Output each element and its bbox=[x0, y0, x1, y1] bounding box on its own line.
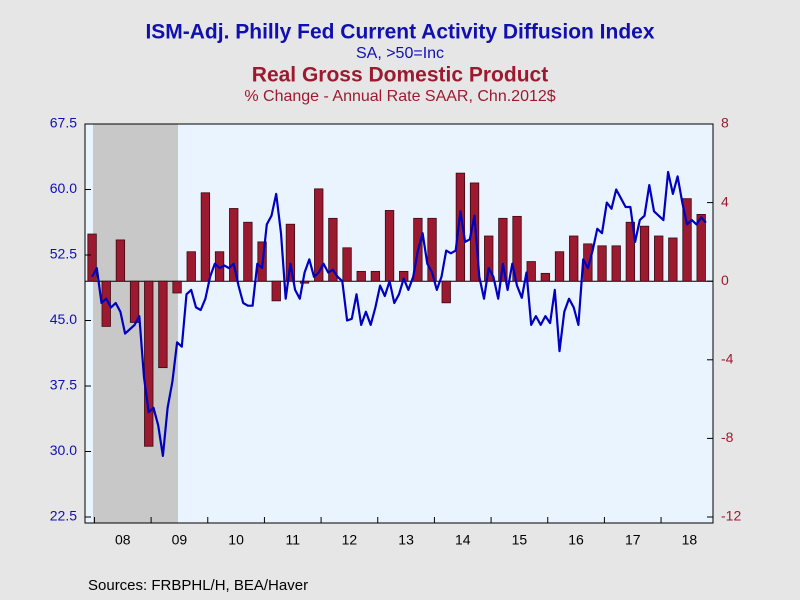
y-tick-label: 37.5 bbox=[50, 377, 77, 393]
y-tick-label: 60.0 bbox=[50, 180, 77, 196]
bar bbox=[229, 208, 239, 282]
y2-tick-label: -4 bbox=[721, 351, 734, 367]
bar bbox=[597, 245, 607, 282]
bar bbox=[427, 217, 437, 282]
marks bbox=[85, 170, 713, 457]
bar bbox=[87, 233, 97, 282]
y2-tick-label: 0 bbox=[721, 272, 729, 288]
bar bbox=[668, 237, 678, 282]
bar bbox=[115, 239, 126, 282]
bar bbox=[299, 280, 310, 284]
bar bbox=[243, 221, 253, 282]
bar bbox=[639, 225, 650, 282]
chart-subtitle: SA, >50=Inc bbox=[356, 45, 444, 62]
chart-title: ISM-Adj. Philly Fed Current Activity Dif… bbox=[145, 21, 654, 44]
y-tick-label: 52.5 bbox=[50, 246, 77, 262]
x-tick-label: 18 bbox=[682, 532, 698, 548]
y2-tick-label: 8 bbox=[721, 115, 729, 131]
bar bbox=[484, 235, 494, 282]
chart-subtitle-2: % Change - Annual Rate SAAR, Chn.2012$ bbox=[244, 88, 555, 105]
y-tick-label: 30.0 bbox=[50, 442, 77, 458]
bar bbox=[314, 188, 324, 282]
plot-area bbox=[85, 124, 713, 523]
bar bbox=[384, 210, 395, 282]
bar bbox=[158, 280, 168, 369]
bar bbox=[540, 272, 551, 282]
y2-tick-label: -8 bbox=[721, 429, 734, 445]
bar bbox=[285, 223, 296, 282]
bar bbox=[625, 221, 636, 282]
y2-tick-label: -12 bbox=[721, 508, 741, 524]
bar bbox=[696, 213, 706, 282]
x-tick-label: 11 bbox=[285, 532, 300, 548]
line bbox=[91, 170, 707, 457]
x-tick-label: 12 bbox=[342, 532, 358, 548]
bar bbox=[370, 270, 381, 282]
x-tick-label: 17 bbox=[625, 532, 641, 548]
x-tick-label: 13 bbox=[398, 532, 414, 548]
bar bbox=[342, 247, 352, 282]
bar bbox=[498, 217, 508, 282]
bar bbox=[682, 198, 692, 282]
bar bbox=[356, 270, 366, 282]
bar bbox=[554, 251, 565, 282]
x-tick-label: 14 bbox=[455, 532, 471, 548]
bar bbox=[654, 235, 664, 282]
x-tick-label: 16 bbox=[568, 532, 584, 548]
x-tick-label: 15 bbox=[512, 532, 528, 548]
bar bbox=[144, 280, 154, 447]
y-tick-label: 22.5 bbox=[50, 508, 77, 524]
y-tick-label: 45.0 bbox=[50, 311, 77, 327]
bar bbox=[186, 251, 196, 282]
y-tick-label: 67.5 bbox=[50, 115, 77, 131]
bar bbox=[526, 261, 536, 282]
y2-tick-label: 4 bbox=[721, 193, 729, 209]
bar bbox=[569, 235, 579, 282]
bar bbox=[271, 280, 281, 302]
bar bbox=[129, 280, 140, 323]
bar bbox=[328, 217, 338, 282]
bar bbox=[200, 192, 211, 282]
bar bbox=[611, 245, 621, 282]
plot-frame bbox=[84, 123, 714, 524]
x-tick-label: 09 bbox=[172, 532, 188, 548]
bar bbox=[172, 280, 182, 294]
x-tick-label: 10 bbox=[228, 532, 244, 548]
bar bbox=[441, 280, 451, 304]
bar bbox=[455, 172, 466, 282]
chart-title-2: Real Gross Domestic Product bbox=[252, 64, 548, 87]
x-tick-label: 08 bbox=[115, 532, 131, 548]
source-note: Sources: FRBPHL/H, BEA/Haver bbox=[88, 577, 308, 594]
